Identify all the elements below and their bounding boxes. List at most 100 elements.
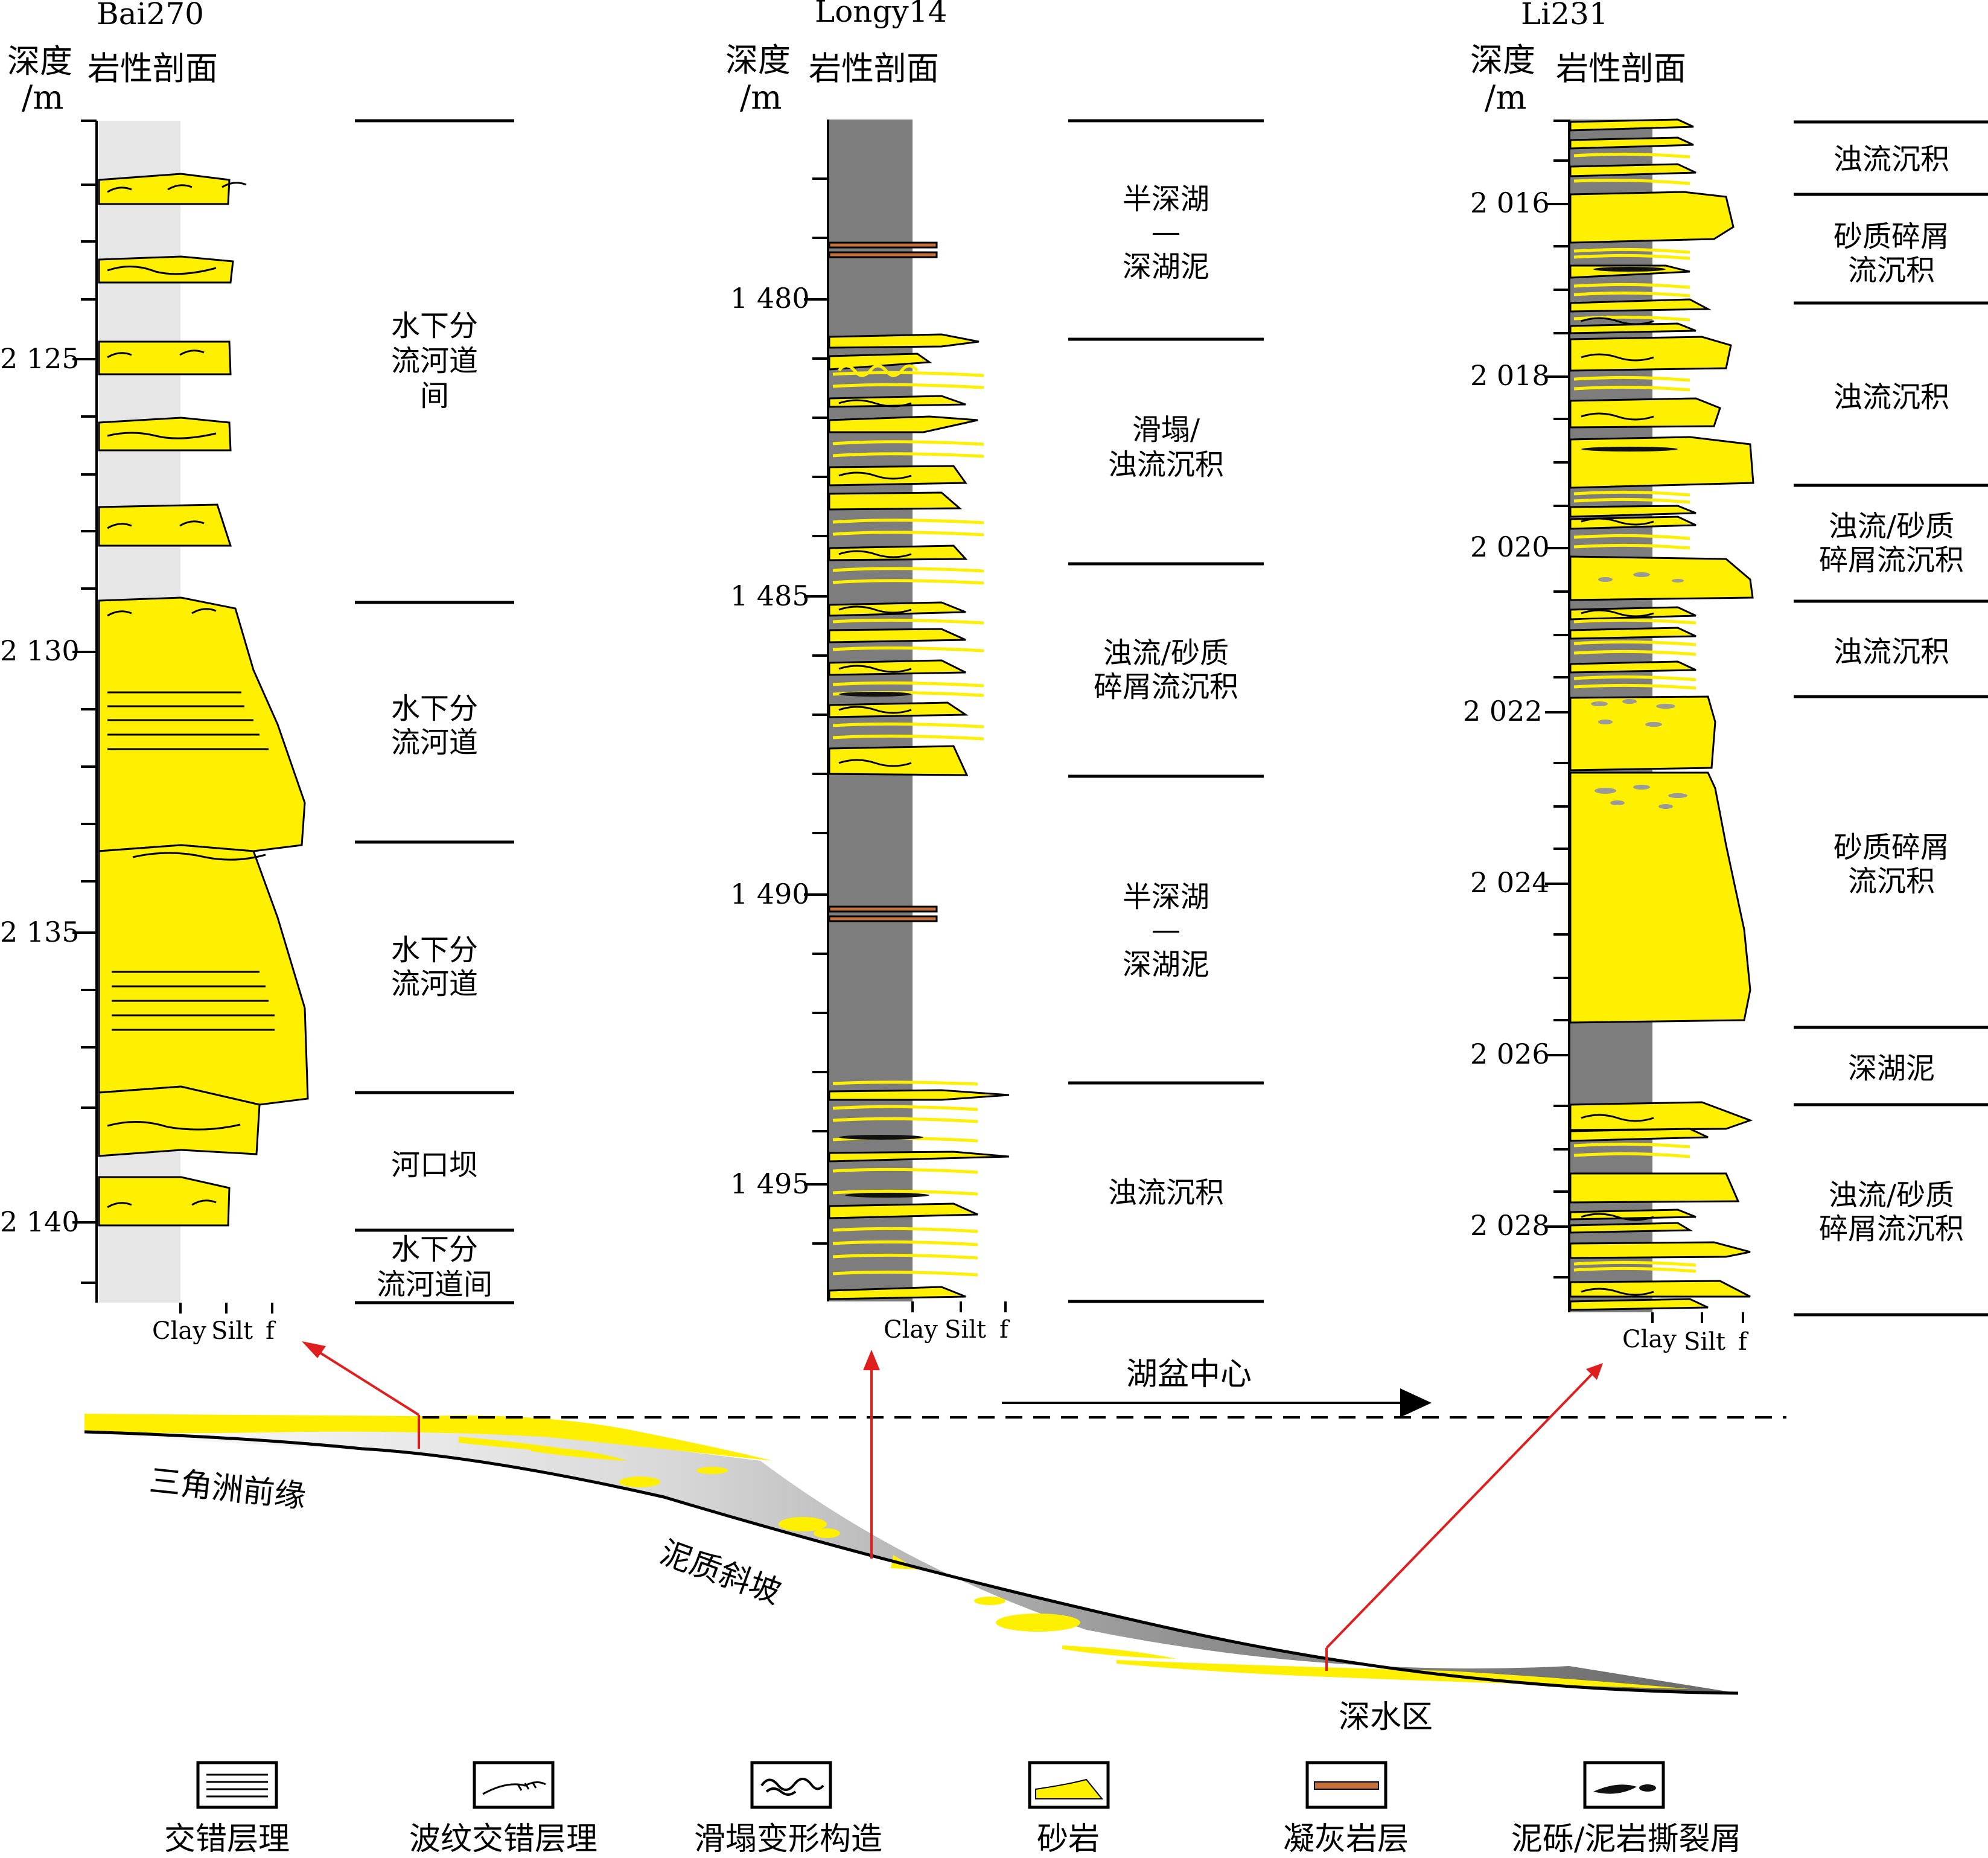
depth-tick-label: 2 125 bbox=[0, 342, 80, 375]
depth-tick-label: 1 480 bbox=[730, 282, 810, 314]
legend-item: 滑塌变形构造 bbox=[694, 1761, 882, 1857]
sand-bed bbox=[1569, 336, 1732, 372]
grain-size-label: f bbox=[999, 1316, 1010, 1344]
slump-deformation-marks bbox=[838, 364, 919, 377]
grain-size-axis-ticks bbox=[179, 1303, 273, 1314]
sand-beds bbox=[98, 173, 309, 1227]
sand-bed bbox=[828, 353, 932, 371]
delta-front-sand bbox=[84, 1414, 773, 1461]
sand-bed bbox=[98, 255, 234, 284]
well-location-arrows bbox=[310, 1346, 1596, 1671]
depth-tick-label: 2 022 bbox=[1463, 695, 1543, 727]
depth-axis-ticks bbox=[72, 120, 97, 1284]
well-name: Longy14 bbox=[815, 0, 947, 29]
sand-bed bbox=[1569, 505, 1696, 518]
grain-size-axis-ticks bbox=[1651, 1312, 1744, 1323]
facies-label: 流沉积 bbox=[1848, 254, 1935, 287]
facies-label: 浊流沉积 bbox=[1108, 448, 1224, 482]
depth-unit: /m bbox=[1485, 78, 1526, 117]
sand-bed bbox=[828, 395, 966, 408]
muddy-slope-label: 泥质斜坡 bbox=[655, 1534, 786, 1612]
legend-label: 滑塌变形构造 bbox=[694, 1821, 882, 1857]
sand-bed bbox=[1569, 191, 1735, 244]
sand-bed bbox=[1569, 1298, 1709, 1311]
sand-bed bbox=[828, 601, 966, 617]
depth-tick-label: 2 140 bbox=[0, 1205, 80, 1238]
sand-bed bbox=[1569, 660, 1696, 674]
sand-bed bbox=[1569, 163, 1696, 177]
grain-size-label: f bbox=[266, 1317, 276, 1345]
grain-size-label: Clay bbox=[1622, 1326, 1677, 1353]
depth-unit: /m bbox=[740, 78, 782, 117]
grain-size-label: Silt bbox=[1684, 1328, 1725, 1356]
sand-bed bbox=[828, 628, 966, 643]
facies-label: 浊流沉积 bbox=[1833, 635, 1949, 669]
column-longy14: Longy14 深度 /m 岩性剖面 1 480 1 485 1 490 1 4… bbox=[725, 0, 1264, 1344]
facies-label: 间 bbox=[420, 379, 449, 413]
facies-label: 浊流/砂质 bbox=[1829, 509, 1954, 543]
depth-tick-label: 2 020 bbox=[1470, 531, 1550, 563]
slope-body bbox=[84, 1419, 1738, 1693]
ripple-lamination-marks bbox=[107, 182, 266, 1208]
facies-label: 流河道 bbox=[391, 344, 478, 378]
cross-section: 湖盆中心 三角洲前缘 泥质斜坡 深水区 bbox=[84, 1341, 1786, 1735]
sand-bed bbox=[1569, 298, 1712, 313]
mud-clasts-grey bbox=[1591, 572, 1687, 809]
sand-bed bbox=[1569, 1172, 1740, 1204]
facies-label: — bbox=[1152, 913, 1180, 947]
depth-tick-label: 2 026 bbox=[1470, 1038, 1550, 1070]
depth-label: 深度 bbox=[1470, 41, 1535, 79]
legend-item: 波纹交错层理 bbox=[409, 1761, 597, 1857]
facies-label: 深湖泥 bbox=[1848, 1052, 1935, 1085]
sand-bed bbox=[98, 340, 232, 375]
column-bai270: Bai270 深度 /m 岩性剖面 2 125 2 130 2 135 2 14… bbox=[0, 0, 514, 1345]
depth-tick-label: 2 016 bbox=[1470, 187, 1550, 219]
legend-label: 波纹交错层理 bbox=[409, 1821, 597, 1857]
grain-size-label: Silt bbox=[945, 1316, 986, 1344]
facies-label: 水下分 bbox=[391, 692, 478, 726]
sand-bed bbox=[1569, 118, 1694, 132]
sand-bed bbox=[828, 1202, 978, 1219]
legend-label: 砂岩 bbox=[1037, 1821, 1100, 1857]
interpretation-labels: 浊流沉积 砂质碎屑 流沉积 浊流沉积 浊流/砂质 碎屑流沉积 浊流沉积 砂质碎屑… bbox=[1819, 142, 1964, 1246]
facies-label: 水下分 bbox=[391, 933, 478, 967]
mud-clasts bbox=[1581, 267, 1678, 452]
grain-size-label: f bbox=[1738, 1328, 1749, 1356]
sand-bed bbox=[1569, 436, 1754, 489]
facies-label: 浊流/砂质 bbox=[1829, 1178, 1954, 1212]
legend-label: 凝灰岩层 bbox=[1283, 1821, 1409, 1857]
profile-label: 岩性剖面 bbox=[809, 49, 939, 88]
legend-item: 凝灰岩层 bbox=[1283, 1761, 1409, 1857]
sand-bed bbox=[828, 333, 980, 349]
sand-bed bbox=[98, 173, 231, 205]
arrow-head-icon bbox=[1400, 1388, 1432, 1417]
legend-label: 泥砾/泥岩撕裂屑 bbox=[1511, 1821, 1742, 1857]
arrow-head-icon bbox=[302, 1341, 1603, 1380]
facies-label: 滑塌/ bbox=[1132, 413, 1200, 447]
sand-bed bbox=[98, 503, 232, 547]
sand-bed bbox=[1569, 627, 1696, 640]
facies-label: 流河道 bbox=[391, 967, 478, 1001]
sand-bed bbox=[98, 417, 232, 452]
facies-label: 深湖泥 bbox=[1123, 948, 1209, 982]
sand-beds bbox=[828, 333, 1010, 1300]
sand-bed bbox=[828, 544, 968, 561]
tuff-layers bbox=[828, 241, 938, 922]
sand-bed bbox=[1569, 1101, 1753, 1131]
facies-label: 流河道间 bbox=[377, 1268, 492, 1301]
facies-label: 半深湖 bbox=[1123, 880, 1209, 914]
depth-tick-label: 1 485 bbox=[730, 579, 810, 612]
column-li231: Li231 深度 /m 岩性剖面 2 016 2 018 2 020 2 022… bbox=[1463, 0, 1988, 1356]
interpretation-labels: 水下分 流河道 间 水下分 流河道 水下分 流河道 河口坝 水下分 流河道间 bbox=[377, 309, 492, 1301]
sand-bed bbox=[1569, 606, 1696, 621]
slump-deformation-icon bbox=[750, 1761, 832, 1809]
sand-bed bbox=[1569, 1208, 1696, 1221]
tuff-layer bbox=[828, 905, 938, 913]
facies-label: 深湖泥 bbox=[1123, 250, 1209, 284]
facies-label: 河口坝 bbox=[391, 1148, 478, 1182]
sand-bed bbox=[828, 701, 969, 718]
facies-label: 流沉积 bbox=[1848, 864, 1935, 898]
grain-size-label: Silt bbox=[211, 1317, 253, 1345]
sand-bed bbox=[1569, 1280, 1751, 1298]
